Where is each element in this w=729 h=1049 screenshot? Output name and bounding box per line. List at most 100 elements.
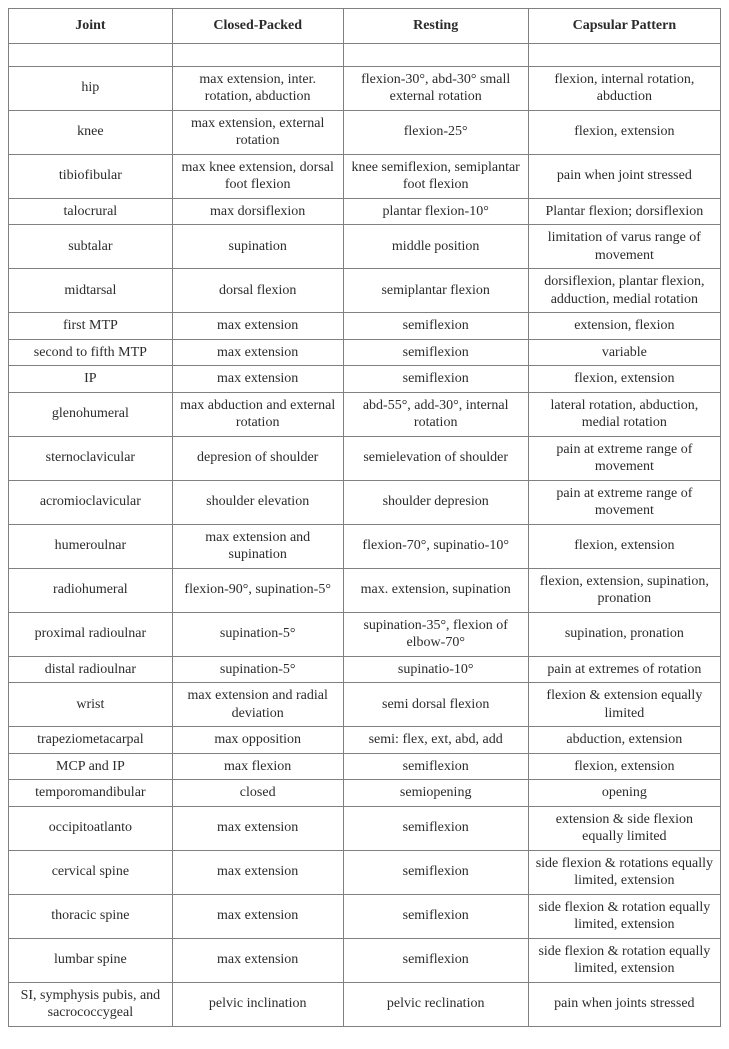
cell-closed_packed: supination-5° — [172, 656, 343, 683]
cell-capsular: variable — [528, 339, 720, 366]
cell-joint: midtarsal — [9, 269, 173, 313]
cell-resting: semiflexion — [343, 313, 528, 340]
cell-resting: semiflexion — [343, 850, 528, 894]
cell-resting: plantar flexion-10° — [343, 198, 528, 225]
cell-joint: SI, symphysis pubis, and sacrococcygeal — [9, 982, 173, 1026]
table-row: IPmax extensionsemiflexionflexion, exten… — [9, 366, 721, 393]
cell-joint: distal radioulnar — [9, 656, 173, 683]
cell-resting: shoulder depresion — [343, 480, 528, 524]
table-row: kneemax extension, external rotationflex… — [9, 110, 721, 154]
cell-closed_packed: max extension — [172, 850, 343, 894]
table-row: sternoclaviculardepresion of shouldersem… — [9, 436, 721, 480]
table-row: first MTPmax extensionsemiflexionextensi… — [9, 313, 721, 340]
cell-resting: semi: flex, ext, abd, add — [343, 727, 528, 754]
cell-joint: knee — [9, 110, 173, 154]
cell-resting: semiflexion — [343, 806, 528, 850]
cell-joint: talocrural — [9, 198, 173, 225]
cell-joint: humeroulnar — [9, 524, 173, 568]
table-row: humeroulnarmax extension and supination f… — [9, 524, 721, 568]
cell-closed_packed: max extension and radial deviation — [172, 683, 343, 727]
cell-joint: acromioclavicular — [9, 480, 173, 524]
cell-capsular: dorsiflexion, plantar flexion, adduction… — [528, 269, 720, 313]
cell-closed_packed: max extension, external rotation — [172, 110, 343, 154]
cell-capsular: abduction, extension — [528, 727, 720, 754]
cell-joint: tibiofibular — [9, 154, 173, 198]
col-header-closed-packed: Closed-Packed — [172, 9, 343, 44]
cell-closed_packed: max extension — [172, 366, 343, 393]
cell-resting: abd-55°, add-30°, internal rotation — [343, 392, 528, 436]
cell-joint: wrist — [9, 683, 173, 727]
cell-closed_packed: supination-5° — [172, 612, 343, 656]
spacer-row — [9, 43, 721, 66]
cell-closed_packed: supination — [172, 225, 343, 269]
cell-closed_packed: max knee extension, dorsal foot flexion — [172, 154, 343, 198]
table-row: thoracic spinemax extensionsemiflexionsi… — [9, 894, 721, 938]
table-body: hipmax extension, inter. rotation, abduc… — [9, 43, 721, 1026]
cell-capsular: side flexion & rotation equally limited,… — [528, 894, 720, 938]
cell-closed_packed: max extension — [172, 938, 343, 982]
table-row: proximal radioulnarsupination-5°supinati… — [9, 612, 721, 656]
cell-capsular: flexion, extension — [528, 110, 720, 154]
cell-resting: semiplantar flexion — [343, 269, 528, 313]
cell-capsular: Plantar flexion; dorsiflexion — [528, 198, 720, 225]
table-row: MCP and IPmax flexionsemiflexionflexion,… — [9, 753, 721, 780]
table-row: temporomandibularclosedsemiopeningopenin… — [9, 780, 721, 807]
cell-capsular: flexion, extension — [528, 524, 720, 568]
cell-joint: temporomandibular — [9, 780, 173, 807]
cell-joint: first MTP — [9, 313, 173, 340]
table-row: midtarsaldorsal flexionsemiplantar flexi… — [9, 269, 721, 313]
cell-closed_packed: max abduction and external rotation — [172, 392, 343, 436]
cell-closed_packed: max extension — [172, 313, 343, 340]
cell-resting: supination-35°, flexion of elbow-70° — [343, 612, 528, 656]
cell-closed_packed: max extension and supination — [172, 524, 343, 568]
cell-joint: lumbar spine — [9, 938, 173, 982]
cell-closed_packed: pelvic inclination — [172, 982, 343, 1026]
cell-capsular: extension & side flexion equally limited — [528, 806, 720, 850]
table-row: hipmax extension, inter. rotation, abduc… — [9, 66, 721, 110]
cell-joint: cervical spine — [9, 850, 173, 894]
cell-resting: semiflexion — [343, 366, 528, 393]
cell-joint: subtalar — [9, 225, 173, 269]
cell-capsular: flexion, extension — [528, 366, 720, 393]
cell-joint: second to fifth MTP — [9, 339, 173, 366]
cell-resting: knee semiflexion, semiplantar foot flexi… — [343, 154, 528, 198]
table-row: SI, symphysis pubis, and sacrococcygealp… — [9, 982, 721, 1026]
cell-resting: semiflexion — [343, 894, 528, 938]
cell-resting: flexion-30°, abd-30° small external rota… — [343, 66, 528, 110]
cell-capsular: side flexion & rotation equally limited,… — [528, 938, 720, 982]
cell-closed_packed: max dorsiflexion — [172, 198, 343, 225]
cell-closed_packed: closed — [172, 780, 343, 807]
cell-closed_packed: max extension — [172, 339, 343, 366]
table-row: distal radioulnarsupination-5°supinatio-… — [9, 656, 721, 683]
table-row: tibiofibularmax knee extension, dorsal f… — [9, 154, 721, 198]
cell-capsular: limitation of varus range of movement — [528, 225, 720, 269]
cell-closed_packed: dorsal flexion — [172, 269, 343, 313]
table-row: second to fifth MTPmax extensionsemiflex… — [9, 339, 721, 366]
cell-closed_packed: flexion-90°, supination-5° — [172, 568, 343, 612]
cell-resting: semielevation of shoulder — [343, 436, 528, 480]
cell-joint: IP — [9, 366, 173, 393]
cell-capsular: flexion, internal rotation, abduction — [528, 66, 720, 110]
cell-capsular: extension, flexion — [528, 313, 720, 340]
cell-joint: thoracic spine — [9, 894, 173, 938]
cell-joint: occipitoatlanto — [9, 806, 173, 850]
cell-capsular: lateral rotation, abduction, medial rota… — [528, 392, 720, 436]
cell-capsular: opening — [528, 780, 720, 807]
cell-resting: supinatio-10° — [343, 656, 528, 683]
cell-resting: semiopening — [343, 780, 528, 807]
table-row: trapeziometacarpalmax oppositionsemi: fl… — [9, 727, 721, 754]
table-header: Joint Closed-Packed Resting Capsular Pat… — [9, 9, 721, 44]
col-header-resting: Resting — [343, 9, 528, 44]
joint-positions-table: Joint Closed-Packed Resting Capsular Pat… — [8, 8, 721, 1027]
cell-closed_packed: depresion of shoulder — [172, 436, 343, 480]
cell-resting: semi dorsal flexion — [343, 683, 528, 727]
cell-closed_packed: max extension — [172, 806, 343, 850]
cell-resting: middle position — [343, 225, 528, 269]
cell-joint: MCP and IP — [9, 753, 173, 780]
table-row: glenohumeralmax abduction and external r… — [9, 392, 721, 436]
cell-joint: glenohumeral — [9, 392, 173, 436]
cell-resting: flexion-25° — [343, 110, 528, 154]
table-row: subtalarsupinationmiddle positionlimitat… — [9, 225, 721, 269]
table-row: radiohumeralflexion-90°, supination-5°ma… — [9, 568, 721, 612]
cell-closed_packed: max opposition — [172, 727, 343, 754]
